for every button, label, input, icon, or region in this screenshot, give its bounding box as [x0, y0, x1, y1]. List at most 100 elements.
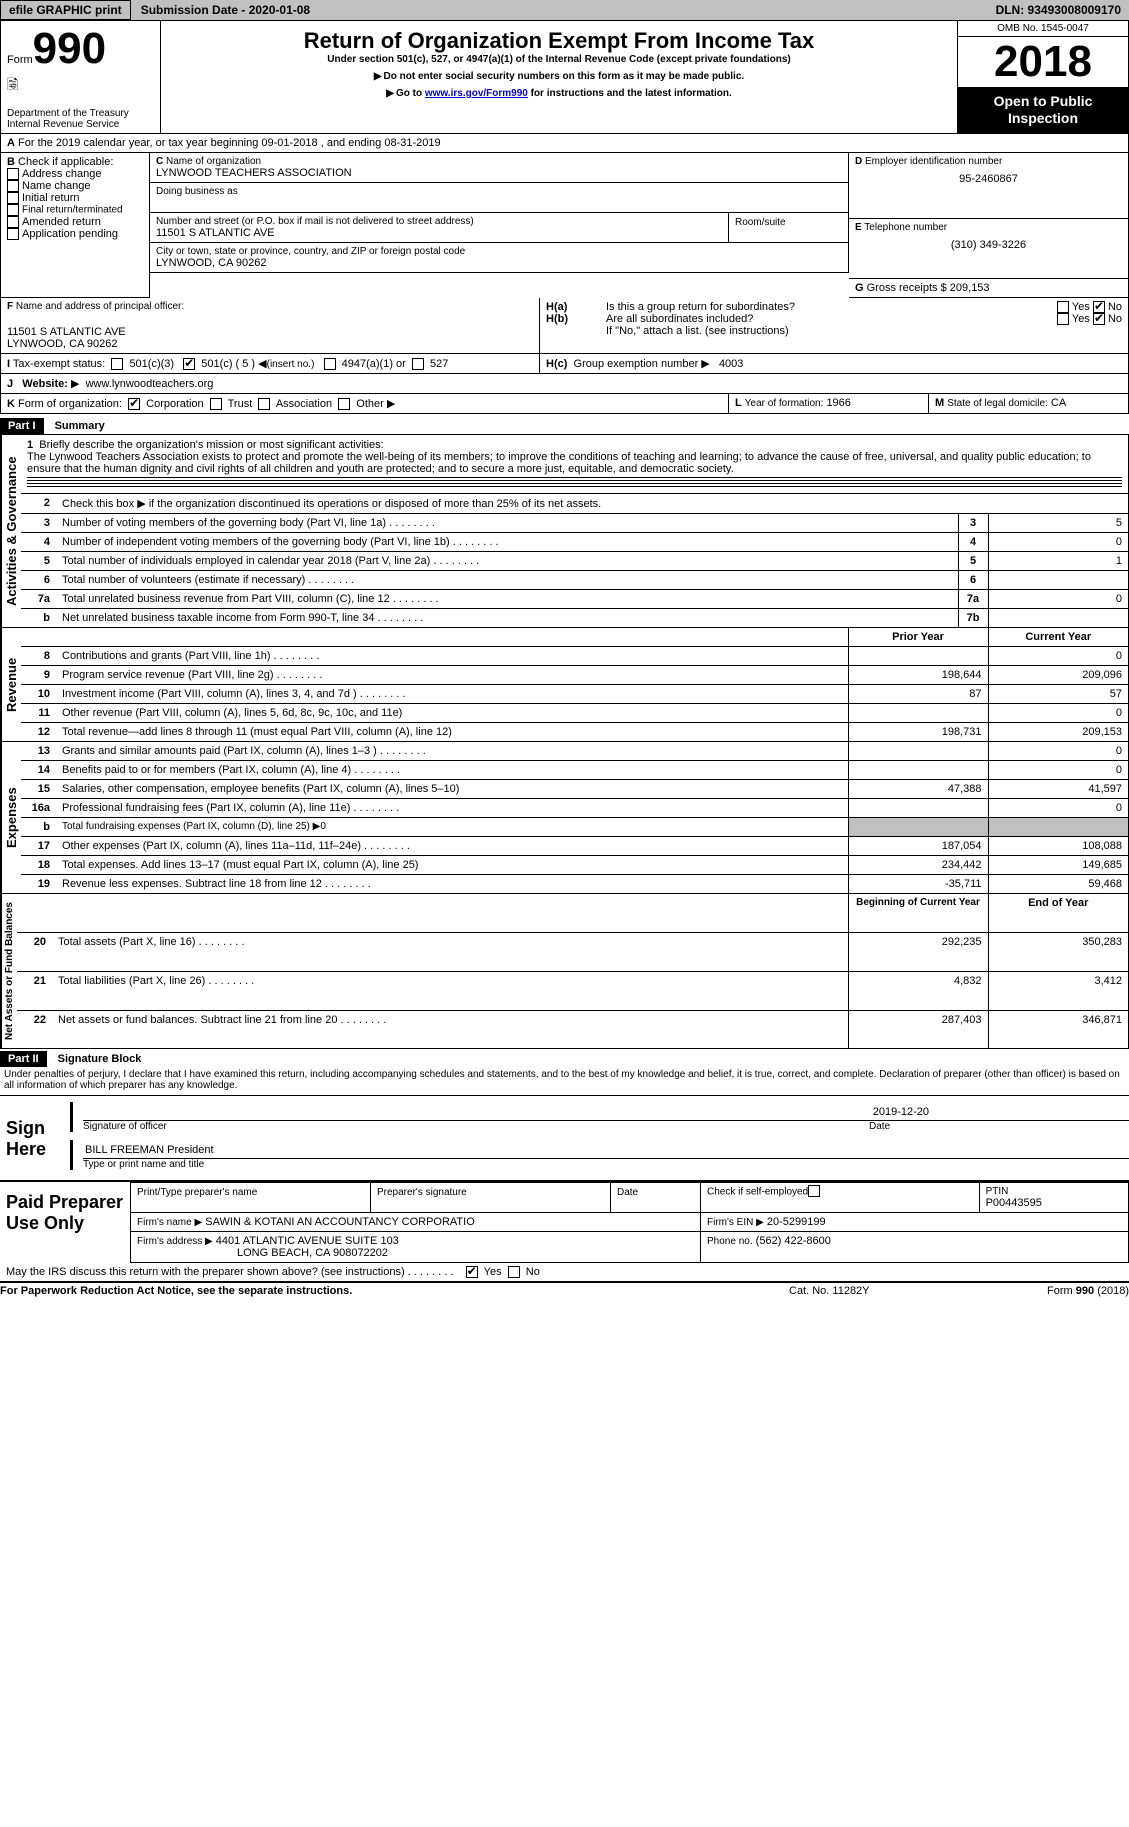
street-label: Number and street (or P.O. box if mail i…: [156, 216, 722, 227]
form-footer: Form 990 (2018): [989, 1285, 1129, 1297]
l2: Check this box ▶ if the organization dis…: [56, 494, 1128, 514]
ptin: P00443595: [986, 1197, 1122, 1209]
chk-501c3[interactable]: [111, 358, 123, 370]
b-label: Check if applicable:: [18, 156, 113, 168]
j-label: Website:: [22, 378, 68, 390]
v5: 1: [988, 552, 1128, 571]
discuss-no[interactable]: [508, 1266, 520, 1278]
state-domicile: CA: [1051, 397, 1066, 409]
chk-initial[interactable]: [7, 192, 19, 204]
l1-label: Briefly describe the organization's miss…: [39, 439, 383, 451]
f-addr2: LYNWOOD, CA 90262: [7, 338, 533, 350]
gross-val: 209,153: [950, 282, 990, 294]
return-title: Return of Organization Exempt From Incom…: [167, 28, 951, 54]
l5: Total number of individuals employed in …: [56, 552, 958, 571]
city-label: City or town, state or province, country…: [156, 246, 842, 257]
year-formation: 1966: [826, 397, 850, 409]
side-rev: Revenue: [1, 628, 21, 741]
chk-trust[interactable]: [210, 398, 222, 410]
hc-val: 4003: [719, 358, 743, 370]
dept-treasury: Department of the Treasury Internal Reve…: [7, 108, 154, 130]
website: www.lynwoodteachers.org: [86, 378, 214, 390]
hc-label: Group exemption number: [574, 358, 699, 370]
org-name: LYNWOOD TEACHERS ASSOCIATION: [156, 167, 842, 179]
subtitle-1: Under section 501(c), 527, or 4947(a)(1)…: [167, 54, 951, 65]
chk-4947[interactable]: [324, 358, 336, 370]
firm-ein: 20-5299199: [767, 1216, 826, 1228]
firm-phone: (562) 422-8600: [756, 1235, 831, 1247]
c-name-label: Name of organization: [166, 156, 261, 167]
i-label: Tax-exempt status:: [13, 358, 105, 370]
chk-address[interactable]: [7, 168, 19, 180]
form-label: Form: [7, 54, 33, 66]
ein: 95-2460867: [855, 173, 1122, 185]
submission-date: Submission Date - 2020-01-08: [131, 1, 320, 19]
v6: [988, 571, 1128, 590]
mission: The Lynwood Teachers Association exists …: [27, 451, 1091, 475]
discuss-q: May the IRS discuss this return with the…: [6, 1266, 405, 1278]
omb-no: OMB No. 1545-0047: [958, 21, 1128, 37]
f-addr1: 11501 S ATLANTIC AVE: [7, 326, 533, 338]
pra-notice: For Paperwork Reduction Act Notice, see …: [0, 1285, 789, 1297]
efile-print-button[interactable]: efile GRAPHIC print: [0, 0, 131, 20]
v4: 0: [988, 533, 1128, 552]
chk-501c[interactable]: [183, 358, 195, 370]
l3: Number of voting members of the governin…: [56, 514, 958, 533]
k-label: Form of organization:: [18, 398, 122, 410]
sign-here: Sign Here: [0, 1098, 70, 1180]
room-label: Room/suite: [735, 217, 786, 228]
subtitle-2: Do not enter social security numbers on …: [167, 71, 951, 82]
officer-name: BILL FREEMAN President: [83, 1142, 1129, 1159]
part2-bar: Part II: [0, 1051, 47, 1067]
dln: DLN: 93493008009170: [988, 1, 1129, 19]
chk-final[interactable]: [7, 204, 19, 216]
dba-label: Doing business as: [156, 186, 842, 197]
chk-assoc[interactable]: [258, 398, 270, 410]
form990-link[interactable]: www.irs.gov/Form990: [425, 88, 528, 99]
topbar: efile GRAPHIC print Submission Date - 20…: [0, 0, 1129, 20]
subtitle-3: Go to www.irs.gov/Form990 for instructio…: [167, 88, 951, 99]
chk-selfemp[interactable]: [808, 1185, 820, 1197]
ha-yes[interactable]: [1057, 301, 1069, 313]
phone-label: Telephone number: [864, 222, 947, 233]
chk-application[interactable]: [7, 228, 19, 240]
phone: (310) 349-3226: [855, 239, 1122, 251]
l4: Number of independent voting members of …: [56, 533, 958, 552]
h-note: If "No," attach a list. (see instruction…: [546, 325, 1122, 337]
chk-527[interactable]: [412, 358, 424, 370]
sig-date: 2019-12-20: [83, 1104, 1129, 1121]
firm-name: SAWIN & KOTANI AN ACCOUNTANCY CORPORATIO: [205, 1216, 475, 1228]
declaration: Under penalties of perjury, I declare th…: [0, 1067, 1129, 1093]
discuss-yes[interactable]: [466, 1266, 478, 1278]
chk-other[interactable]: [338, 398, 350, 410]
side-gov: Activities & Governance: [1, 435, 21, 627]
v3: 5: [988, 514, 1128, 533]
hb-q: Are all subordinates included?: [606, 313, 1057, 325]
city: LYNWOOD, CA 90262: [156, 257, 842, 269]
hb-yes[interactable]: [1057, 313, 1069, 325]
paid-preparer: Paid Preparer Use Only: [0, 1182, 130, 1263]
part2-title: Signature Block: [50, 1053, 142, 1065]
street: 11501 S ATLANTIC AVE: [156, 227, 722, 239]
chk-name[interactable]: [7, 180, 19, 192]
form-number: 990: [33, 24, 106, 73]
line-a: A For the 2019 calendar year, or tax yea…: [0, 134, 1129, 153]
part1-bar: Part I: [0, 418, 44, 434]
hb-no[interactable]: [1093, 313, 1105, 325]
firm-addr: 4401 ATLANTIC AVENUE SUITE 103: [216, 1235, 399, 1247]
chk-amended[interactable]: [7, 216, 19, 228]
gross-label: Gross receipts $: [867, 282, 947, 294]
open-public: Open to Public Inspection: [958, 87, 1128, 133]
cat-no: Cat. No. 11282Y: [789, 1285, 989, 1297]
side-net: Net Assets or Fund Balances: [1, 894, 17, 1048]
chk-corp[interactable]: [128, 398, 140, 410]
l7a: Total unrelated business revenue from Pa…: [56, 590, 958, 609]
l7b: Net unrelated business taxable income fr…: [56, 609, 958, 628]
v7b: [988, 609, 1128, 628]
side-exp: Expenses: [1, 742, 21, 893]
ha-q: Is this a group return for subordinates?: [606, 301, 1057, 313]
form-header: Form990 🗟 Department of the Treasury Int…: [0, 20, 1129, 134]
part1-title: Summary: [47, 420, 105, 432]
ein-label: Employer identification number: [865, 156, 1002, 167]
v7a: 0: [988, 590, 1128, 609]
